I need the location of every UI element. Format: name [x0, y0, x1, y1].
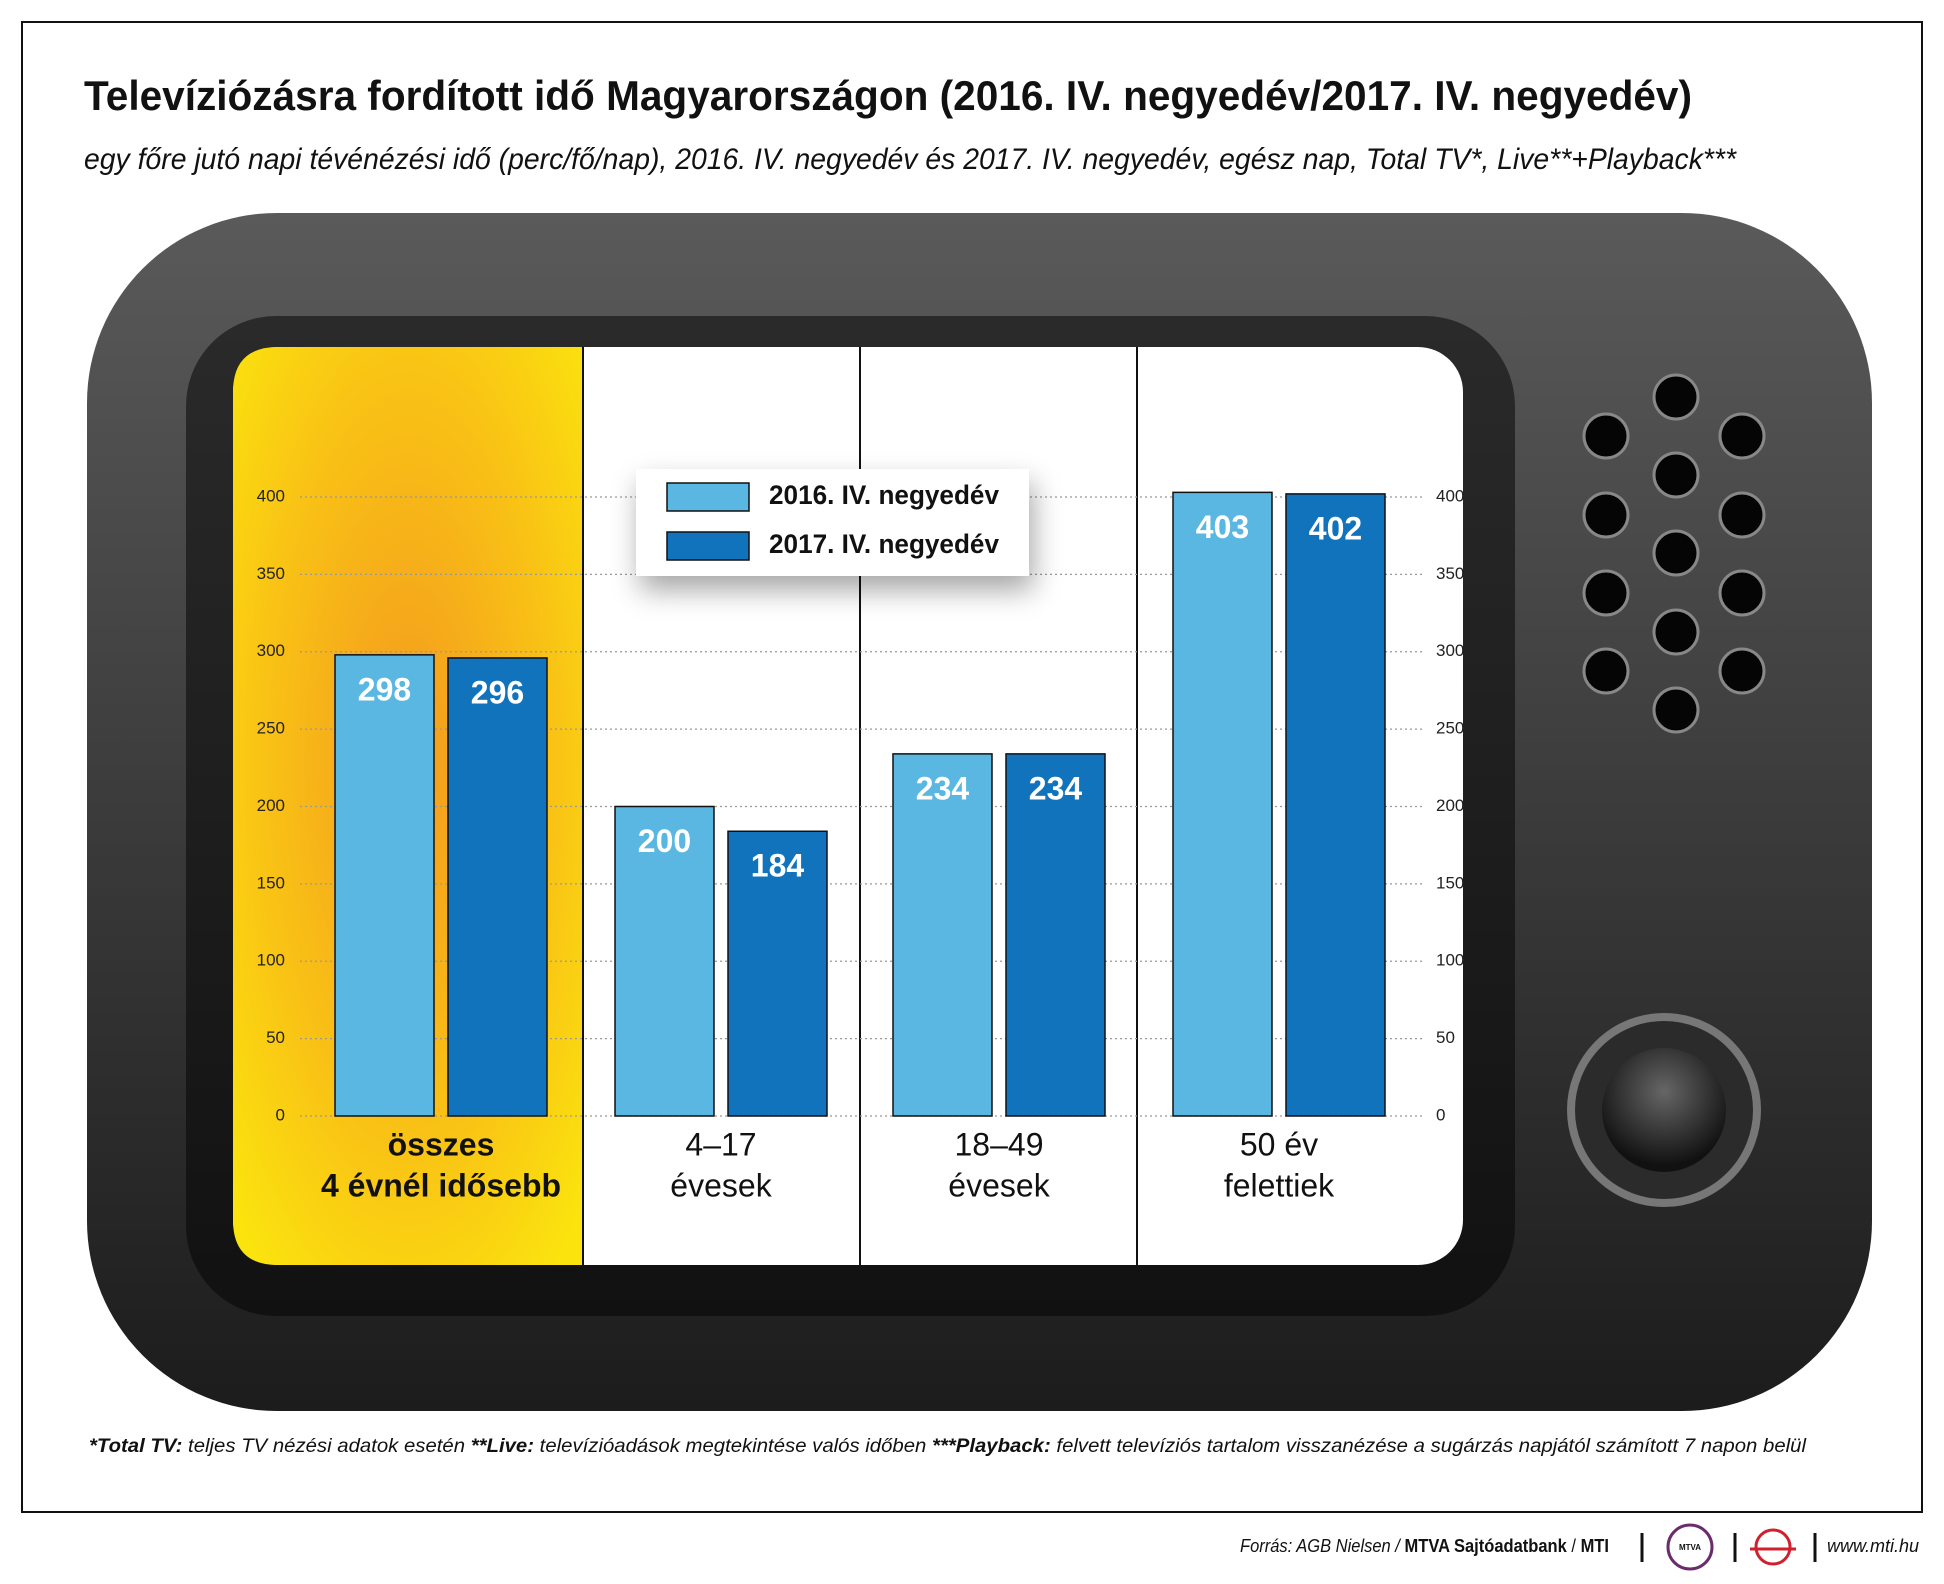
speaker-hole	[1718, 569, 1766, 617]
y-tick-label: 350	[257, 564, 285, 583]
logo	[1754, 1528, 1792, 1566]
y-tick-label: 200	[257, 796, 285, 815]
y-tick-label-right: 200	[1436, 796, 1464, 815]
speaker-hole	[1652, 373, 1700, 421]
speaker-hole	[1718, 412, 1766, 460]
speaker-hole	[1718, 491, 1766, 539]
speaker-hole	[1582, 412, 1630, 460]
value-label: 298	[358, 671, 411, 707]
speaker-hole	[1652, 686, 1700, 734]
x-tick-label: 4–17	[685, 1126, 756, 1162]
y-tick-label-right: 0	[1436, 1105, 1445, 1124]
footnote-text: televízióadások megtekintése valós időbe…	[534, 1436, 926, 1457]
speaker-hole	[1652, 608, 1700, 656]
y-tick-label: 300	[257, 641, 285, 660]
bar	[727, 830, 828, 1117]
bar	[334, 654, 435, 1117]
url: www.mti.hu	[1827, 1536, 1919, 1556]
x-tick-label: 18–49	[955, 1126, 1044, 1162]
speaker-hole	[1582, 491, 1630, 539]
x-tick-label: évesek	[670, 1167, 772, 1203]
y-tick-label: 100	[257, 951, 285, 970]
logo	[1666, 1523, 1714, 1571]
footnote-text: teljes TV nézési adatok esetén	[182, 1436, 465, 1457]
value-label: 402	[1309, 510, 1362, 546]
value-label: 184	[751, 848, 805, 884]
chart: 0 0 50 50 100 100 150 150 200 200 250 250 300 300 350 3…	[257, 486, 1465, 1203]
frame	[21, 21, 1923, 1513]
value-label: 296	[471, 674, 524, 710]
bar	[614, 805, 715, 1117]
y-tick-label: 150	[257, 873, 285, 892]
footnote-term: ***Playback:	[932, 1436, 1051, 1457]
y-tick-label-right: 250	[1436, 719, 1464, 738]
logo-text: MTVA	[1679, 1543, 1701, 1552]
legend-label: 2016. IV. negyedév	[769, 480, 999, 510]
knob	[1602, 1048, 1726, 1172]
y-tick-label-right: 400	[1436, 486, 1464, 505]
value-label: 403	[1196, 509, 1249, 545]
x-tick-label: évesek	[948, 1167, 1050, 1203]
title: Televíziózásra fordított idő Magyarorszá…	[84, 72, 1692, 119]
y-tick-label: 400	[257, 486, 285, 505]
source-prefix: Forrás: AGB Nielsen /	[1240, 1536, 1402, 1556]
legend-swatch	[666, 482, 750, 512]
footnote-term: **Live:	[471, 1436, 534, 1457]
x-tick-label: 50 év	[1240, 1126, 1318, 1162]
speaker	[1582, 373, 1766, 734]
source-bold: MTVA Sajtóadatbank	[1404, 1536, 1567, 1556]
y-tick-label: 50	[266, 1028, 285, 1047]
y-tick-label-right: 350	[1436, 564, 1464, 583]
value-label: 234	[1029, 770, 1083, 806]
source-bold: MTI	[1581, 1536, 1609, 1556]
footnote-term: *Total TV:	[89, 1436, 182, 1457]
bar	[1005, 753, 1106, 1117]
x-tick-label: felettiek	[1224, 1167, 1335, 1203]
bar	[1285, 493, 1386, 1117]
y-tick-label-right: 300	[1436, 641, 1464, 660]
speaker-hole	[1718, 647, 1766, 695]
y-tick-label-right: 150	[1436, 873, 1464, 892]
subtitle: egy főre jutó napi tévénézési idő (perc/…	[84, 143, 1737, 176]
footnotes: *Total TV: teljes TV nézési adatok eseté…	[89, 1436, 1807, 1457]
source: Forrás: AGB Nielsen / MTVA Sajtóadatbank…	[1240, 1536, 1609, 1556]
bar	[447, 657, 548, 1117]
x-tick-label: összes	[388, 1126, 495, 1162]
y-tick-label-right: 50	[1436, 1028, 1455, 1047]
x-tick-label: 4 évnél idősebb	[321, 1167, 561, 1203]
bar	[1172, 491, 1273, 1117]
footnote-text: felvett televíziós tartalom visszanézése…	[1051, 1436, 1807, 1457]
y-tick-label: 250	[257, 719, 285, 738]
y-tick-label: 0	[276, 1105, 285, 1124]
legend-label: 2017. IV. negyedév	[769, 529, 999, 559]
speaker-hole	[1582, 647, 1630, 695]
y-tick-label-right: 100	[1436, 951, 1464, 970]
legend: 2016. IV. negyedév 2017. IV. negyedév	[636, 469, 1029, 576]
speaker-hole	[1652, 529, 1700, 577]
value-label: 234	[916, 770, 970, 806]
legend-swatch	[666, 531, 750, 561]
speaker-hole	[1582, 569, 1630, 617]
bar	[892, 753, 993, 1117]
speaker-hole	[1652, 451, 1700, 499]
value-label: 200	[638, 823, 691, 859]
